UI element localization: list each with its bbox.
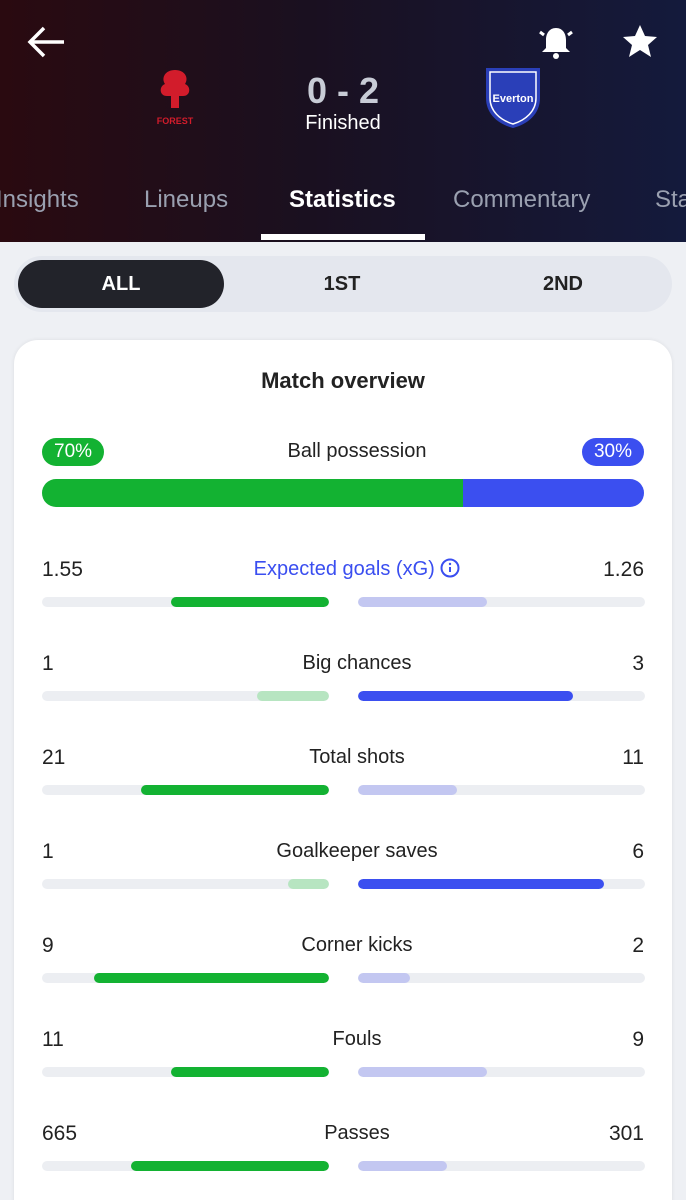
away-badge: Everton	[486, 68, 540, 128]
favorite-star[interactable]	[620, 22, 660, 62]
away-track	[358, 785, 645, 795]
away-value: 6	[632, 840, 644, 863]
away-bar	[358, 785, 457, 795]
match-status: Finished	[305, 112, 381, 134]
possession-bar	[42, 479, 644, 507]
home-track	[42, 1067, 329, 1077]
badge-text: Everton	[493, 93, 534, 105]
tab[interactable]: Insights	[0, 186, 79, 213]
info-icon[interactable]	[440, 558, 460, 578]
away-possession	[463, 479, 644, 507]
home-bar	[257, 691, 329, 701]
home-value: 11	[42, 1028, 64, 1051]
stat-label: Passes	[324, 1122, 390, 1144]
stat-label: Goalkeeper saves	[276, 840, 438, 862]
home-value: 665	[42, 1122, 78, 1145]
away-track	[358, 597, 645, 607]
home-bar	[171, 1067, 329, 1077]
home-bar	[170, 597, 329, 607]
period-button[interactable]: 1ST	[323, 273, 361, 295]
home-value: 21	[42, 746, 66, 769]
away-bar	[358, 691, 574, 701]
away-bar	[358, 597, 487, 607]
bell-icon[interactable]	[536, 22, 576, 62]
stat-label: Corner kicks	[301, 934, 413, 956]
home-bar	[288, 879, 329, 889]
stat-label: Big chances	[302, 652, 412, 674]
home-value: 1	[42, 840, 54, 863]
tab[interactable]: Commentary	[453, 186, 591, 213]
home-track	[42, 973, 329, 983]
tab-underline	[261, 234, 425, 240]
home-bar	[94, 973, 329, 983]
home-bar	[140, 785, 329, 795]
away-bar	[358, 973, 411, 983]
away-value: 301	[608, 1122, 644, 1145]
away-value: 3	[632, 652, 644, 675]
home-value: 9	[42, 934, 54, 957]
badge-text: FOREST	[157, 116, 194, 126]
home-value: 1.55	[42, 558, 83, 581]
home-percent: 70%	[42, 438, 105, 466]
score: 0 - 2	[306, 70, 380, 111]
away-track	[358, 1161, 645, 1171]
away-track	[358, 1067, 645, 1077]
match-header: FOREST 0 - 2 Finished Everton Insights Li…	[0, 0, 686, 242]
tab[interactable]: Lineups	[144, 186, 229, 213]
home-value: 1	[42, 652, 54, 675]
home-bar	[131, 1161, 329, 1171]
card-title: Match overview	[261, 368, 425, 393]
away-percent: 30%	[581, 438, 644, 466]
back-button[interactable]	[24, 24, 68, 60]
away-track	[358, 973, 645, 983]
away-bar	[358, 1067, 488, 1077]
stat-label: Ball possession	[287, 440, 427, 462]
home-track	[42, 597, 329, 607]
period-button[interactable]: 2ND	[542, 273, 583, 295]
away-value: 2	[632, 934, 644, 957]
home-track	[42, 691, 329, 701]
home-track	[42, 879, 329, 889]
away-value: 1.26	[603, 558, 644, 581]
stat-label: Expected goals (xG)	[157, 558, 557, 581]
stat-label: Total shots	[309, 746, 405, 768]
home-badge: FOREST	[157, 70, 194, 126]
home-possession	[42, 479, 464, 507]
stats-card: Match overview 70% 30% Ball possession 1.55…	[14, 340, 672, 1200]
home-track	[42, 1161, 329, 1171]
away-track	[358, 879, 645, 889]
away-value: 9	[632, 1028, 644, 1051]
stat-label: Fouls	[332, 1028, 382, 1050]
tab[interactable]: Statistics	[289, 186, 396, 213]
period-button[interactable]: ALL	[18, 260, 224, 308]
away-bar	[358, 1161, 448, 1171]
home-track	[42, 785, 329, 795]
away-bar	[358, 879, 604, 889]
tab[interactable]: Standings	[655, 186, 686, 213]
away-value: 11	[622, 746, 644, 769]
away-track	[358, 691, 645, 701]
